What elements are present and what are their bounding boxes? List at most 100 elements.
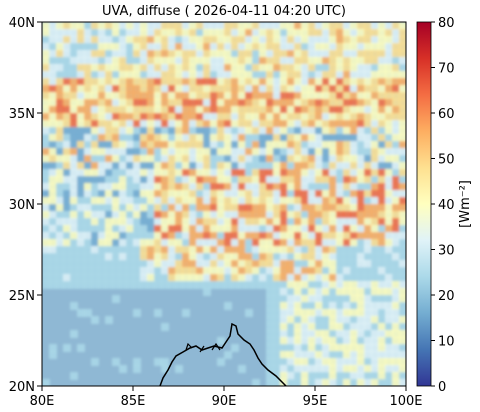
colorbar-tick-label: 40	[438, 198, 455, 213]
cloud-field-cell	[189, 106, 197, 114]
cloud-field-cell	[84, 85, 92, 93]
cloud-field-cell	[112, 127, 120, 135]
cloud-field-cell	[42, 120, 50, 128]
cloud-field-cell	[308, 64, 316, 72]
cloud-field-cell	[273, 190, 281, 198]
cloud-field-cell	[91, 71, 99, 79]
cloud-field-cell	[399, 162, 406, 170]
cloud-field-cell	[329, 190, 337, 198]
cloud-field-cell	[294, 260, 302, 268]
cloud-field-cell	[161, 274, 169, 282]
cloud-field-cell	[161, 162, 169, 170]
cloud-field-cell	[308, 29, 316, 37]
cloud-field-cell	[350, 295, 358, 303]
cloud-field-cell	[273, 239, 281, 247]
cloud-field-cell	[147, 162, 155, 170]
cloud-field-cell	[266, 148, 274, 156]
cloud-field-cell	[280, 351, 288, 359]
cloud-field-cell	[126, 155, 134, 163]
cloud-field-cell	[357, 183, 365, 191]
cloud-field-cell	[84, 204, 92, 212]
cloud-field-cell	[203, 239, 211, 247]
cloud-field-cell	[238, 99, 246, 107]
cloud-field-cell	[49, 246, 57, 254]
cloud-field-cell	[140, 232, 148, 240]
cloud-field-cell	[105, 197, 113, 205]
cloud-field-cell	[399, 127, 406, 135]
cloud-field-cell	[70, 36, 78, 44]
cloud-field-cell	[245, 267, 253, 275]
cloud-field-cell	[259, 148, 267, 156]
cloud-field-cell	[266, 92, 274, 100]
cloud-field-cell	[70, 274, 78, 282]
cloud-field-cell	[280, 176, 288, 184]
colorbar-tick-label: 0	[438, 380, 446, 395]
cloud-field-cell	[112, 50, 120, 58]
cloud-field-cell	[301, 113, 309, 121]
cloud-field-cell	[266, 351, 274, 359]
cloud-field-cell	[315, 57, 323, 65]
cloud-field-cell	[336, 330, 344, 338]
cloud-field-cell	[140, 85, 148, 93]
cloud-field-cell	[315, 274, 323, 282]
cloud-field-cell	[161, 36, 169, 44]
cloud-field-cell	[364, 113, 372, 121]
cloud-field-cell	[315, 225, 323, 233]
cloud-field-cell	[56, 127, 64, 135]
cloud-field-cell	[343, 99, 351, 107]
cloud-field-cell	[84, 127, 92, 135]
cloud-field-cell	[399, 176, 406, 184]
cloud-field-cell	[189, 204, 197, 212]
cloud-field-cell	[84, 57, 92, 65]
cloud-field-cell	[336, 316, 344, 324]
cloud-field-cell	[364, 78, 372, 86]
cloud-field-cell	[77, 162, 85, 170]
cloud-field-cell	[56, 22, 64, 30]
cloud-field-cell	[70, 78, 78, 86]
cloud-field-cell	[175, 253, 183, 261]
cloud-field-cell	[49, 274, 57, 282]
cloud-field-cell	[245, 29, 253, 37]
cloud-field-cell	[98, 120, 106, 128]
cloud-field-cell	[364, 267, 372, 275]
cloud-field-cell	[273, 134, 281, 142]
cloud-field-cell	[154, 64, 162, 72]
cloud-field-cell	[224, 351, 232, 359]
cloud-field-cell	[154, 50, 162, 58]
cloud-field-cell	[273, 260, 281, 268]
cloud-field-cell	[378, 169, 386, 177]
cloud-field-cell	[175, 365, 183, 373]
cloud-field-cell	[112, 113, 120, 121]
cloud-field-cell	[308, 120, 316, 128]
cloud-field-cell	[385, 162, 393, 170]
cloud-field-cell	[371, 169, 379, 177]
cloud-field-cell	[105, 267, 113, 275]
cloud-field-cell	[252, 232, 260, 240]
cloud-field-cell	[385, 239, 393, 247]
cloud-field-cell	[84, 281, 92, 289]
cloud-field-cell	[280, 239, 288, 247]
cloud-field-cell	[189, 218, 197, 226]
cloud-field-cell	[287, 253, 295, 261]
cloud-field-cell	[182, 190, 190, 198]
cloud-field-cell	[343, 316, 351, 324]
cloud-field-cell	[315, 169, 323, 177]
cloud-field-cell	[266, 316, 274, 324]
cloud-field-cell	[217, 106, 225, 114]
cloud-field-cell	[287, 246, 295, 254]
cloud-field-cell	[119, 22, 127, 30]
cloud-field-cell	[119, 176, 127, 184]
cloud-field-cell	[91, 64, 99, 72]
cloud-field-cell	[357, 246, 365, 254]
cloud-field-cell	[238, 253, 246, 261]
cloud-field-cell	[322, 337, 330, 345]
cloud-field-cell	[364, 239, 372, 247]
cloud-field-cell	[308, 246, 316, 254]
cloud-field-cell	[294, 225, 302, 233]
cloud-field-cell	[105, 225, 113, 233]
cloud-field-cell	[385, 372, 393, 380]
cloud-field-cell	[364, 344, 372, 352]
cloud-field-cell	[392, 99, 400, 107]
cloud-field-cell	[378, 239, 386, 247]
cloud-field-cell	[210, 22, 218, 30]
